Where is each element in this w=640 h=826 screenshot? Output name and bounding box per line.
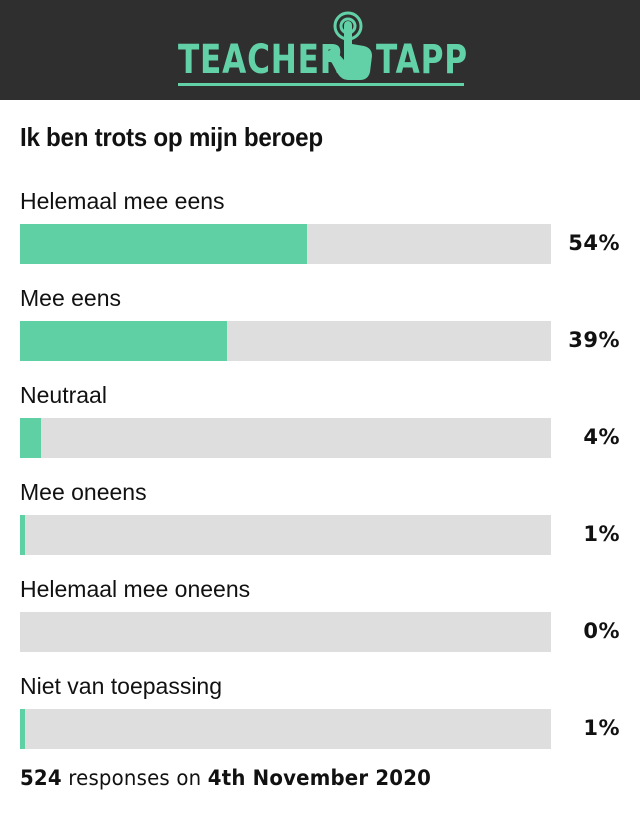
- bar-value-label: 54%: [568, 231, 620, 255]
- bar-track: [20, 612, 551, 652]
- bar-category-label: Helemaal mee eens: [20, 188, 225, 214]
- response-text: responses on: [68, 766, 202, 790]
- teachertapp-logo: TEACHER TAPP: [178, 10, 468, 90]
- bar-row: Niet van toepassing 1%: [0, 673, 640, 763]
- logo-underline: [178, 83, 464, 86]
- bar-fill: [20, 321, 228, 361]
- bar-value-label: 1%: [583, 716, 620, 740]
- response-count: 524: [20, 766, 62, 790]
- bar-fill: [20, 224, 307, 264]
- bar-row: Helemaal mee oneens 0%: [0, 576, 640, 666]
- bar-category-label: Niet van toepassing: [20, 673, 223, 699]
- bar-value-label: 39%: [568, 328, 620, 352]
- bar-value-label: 4%: [583, 425, 620, 449]
- bar-track: [20, 709, 551, 749]
- logo-text-tapp: TAPP: [376, 37, 468, 83]
- response-date: 4th November 2020: [207, 766, 432, 790]
- bar-row: Neutraal 4%: [0, 382, 640, 472]
- bar-category-label: Helemaal mee oneens: [20, 576, 251, 602]
- bar-track: [20, 418, 551, 458]
- bar-fill: [20, 515, 26, 555]
- response-summary: 524 responses on 4th November 2020: [20, 766, 431, 790]
- bar-fill: [20, 709, 26, 749]
- bar-track: [20, 515, 551, 555]
- bar-row: Mee oneens 1%: [0, 479, 640, 569]
- bar-row: Helemaal mee eens 54%: [0, 188, 640, 278]
- bar-category-label: Neutraal: [20, 382, 107, 408]
- app-header: TEACHER TAPP: [0, 0, 640, 100]
- bar-category-label: Mee oneens: [20, 479, 147, 505]
- tap-hand-icon: [327, 11, 372, 80]
- chart-title: Ik ben trots op mijn beroep: [20, 122, 323, 152]
- bar-category-label: Mee eens: [20, 285, 122, 311]
- bar-track: [20, 321, 551, 361]
- bar-row: Mee eens 39%: [0, 285, 640, 375]
- bar-fill: [20, 418, 42, 458]
- bar-value-label: 0%: [583, 619, 620, 643]
- logo-text-teacher: TEACHER: [178, 37, 345, 83]
- bar-track: [20, 224, 551, 264]
- bar-value-label: 1%: [583, 522, 620, 546]
